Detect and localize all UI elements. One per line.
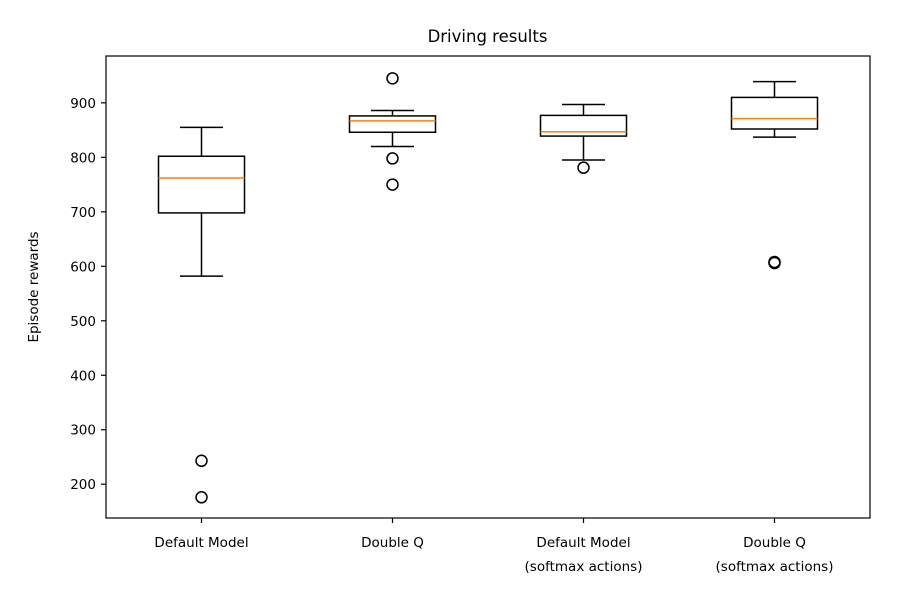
outlier-point	[386, 72, 399, 85]
x-tick-label: Default Model	[154, 535, 248, 551]
y-tick-label: 500	[70, 314, 96, 330]
y-tick-label: 700	[70, 205, 96, 221]
box-group	[539, 103, 628, 174]
iqr-box	[348, 115, 437, 134]
y-axis-label: Episode rewards	[26, 231, 42, 342]
x-tick-label: Double Q	[743, 535, 806, 551]
x-tick-label: (softmax actions)	[716, 559, 834, 575]
box-group	[730, 80, 819, 270]
y-tick-label: 800	[70, 150, 96, 166]
plot-frame	[105, 55, 871, 519]
iqr-box	[157, 155, 246, 214]
box-group	[157, 126, 246, 504]
outlier-point	[386, 178, 399, 191]
plot-area: 200 300 400 500 600 700 800 900 Default Model Dou…	[70, 55, 871, 575]
x-tick-label: (softmax actions)	[525, 559, 643, 575]
outlier-point	[195, 454, 208, 468]
y-tick-label: 400	[70, 368, 96, 384]
box-group	[348, 72, 437, 191]
y-tick-label: 300	[70, 423, 96, 439]
outlier-point	[386, 152, 399, 165]
chart-title: Driving results	[428, 27, 548, 46]
iqr-box	[539, 114, 628, 137]
outlier-point	[195, 491, 208, 504]
outlier-point	[577, 161, 590, 174]
x-tick-label: Double Q	[361, 535, 424, 551]
outlier-point	[768, 256, 781, 270]
y-tick-label: 200	[70, 477, 96, 493]
y-tick-label: 600	[70, 259, 96, 275]
iqr-box	[730, 96, 819, 130]
x-tick-label: Default Model	[536, 535, 630, 551]
y-tick-label: 900	[70, 96, 96, 112]
